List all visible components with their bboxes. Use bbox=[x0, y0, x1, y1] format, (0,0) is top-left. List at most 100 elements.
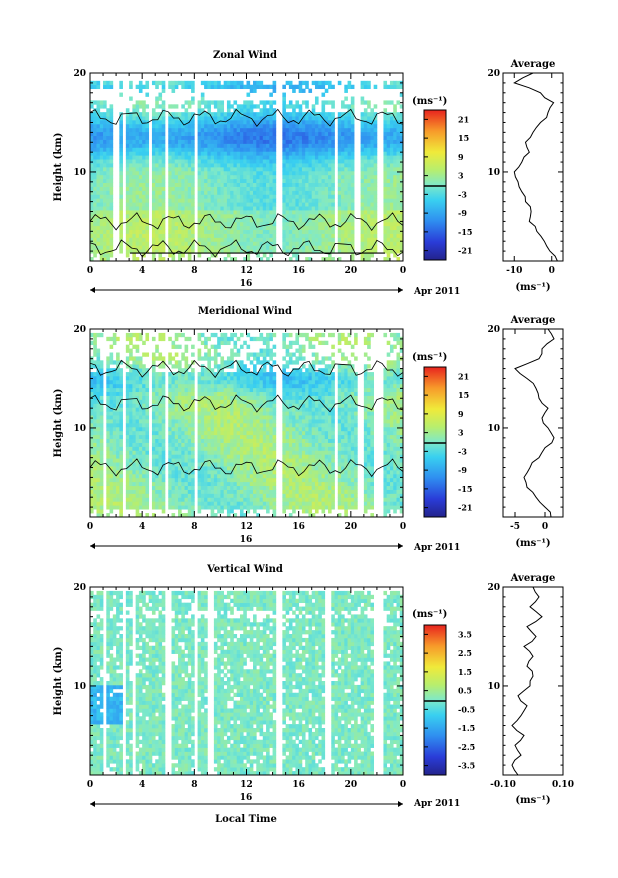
heatmap-cell bbox=[129, 171, 133, 175]
heatmap-cell bbox=[188, 175, 192, 179]
heatmap-cell bbox=[387, 179, 391, 183]
heatmap-cell bbox=[393, 238, 397, 242]
heatmap-cell bbox=[129, 490, 133, 494]
heatmap-cell bbox=[224, 222, 228, 226]
heatmap-cell bbox=[299, 187, 303, 191]
heatmap-cell bbox=[367, 194, 371, 198]
heatmap-cell bbox=[240, 450, 244, 454]
heatmap-cell bbox=[289, 136, 293, 140]
heatmap-cell bbox=[344, 155, 348, 159]
heatmap-cell bbox=[220, 140, 224, 144]
heatmap-cell bbox=[207, 210, 211, 214]
heatmap-cell bbox=[110, 454, 114, 458]
heatmap-cell bbox=[393, 470, 397, 474]
heatmap-cell bbox=[351, 202, 355, 206]
heatmap-cell bbox=[312, 171, 316, 175]
heatmap-cell bbox=[207, 116, 211, 120]
heatmap-cell bbox=[387, 85, 391, 89]
heatmap-cell bbox=[185, 206, 189, 210]
heatmap-cell bbox=[145, 505, 149, 509]
heatmap-cell bbox=[198, 191, 202, 195]
heatmap-cell bbox=[119, 175, 123, 179]
heatmap-cell bbox=[383, 187, 387, 191]
heatmap-cell bbox=[152, 147, 156, 151]
heatmap-cell bbox=[344, 104, 348, 108]
heatmap-cell bbox=[247, 490, 251, 494]
heatmap-cell bbox=[364, 183, 368, 187]
heatmap-cell bbox=[292, 144, 296, 148]
heatmap-cell bbox=[207, 450, 211, 454]
heatmap-cell bbox=[227, 128, 231, 132]
heatmap-cell bbox=[185, 100, 189, 104]
heatmap-cell bbox=[305, 497, 309, 501]
heatmap-cell bbox=[168, 447, 172, 451]
heatmap-cell bbox=[220, 505, 224, 509]
heatmap-cell bbox=[201, 191, 205, 195]
heatmap-cell bbox=[390, 163, 394, 167]
heatmap-cell bbox=[374, 218, 378, 222]
heatmap-cell bbox=[263, 155, 267, 159]
heatmap-cell bbox=[351, 501, 355, 505]
heatmap-cell bbox=[263, 159, 267, 163]
heatmap-cell bbox=[351, 97, 355, 101]
heatmap-cell bbox=[132, 497, 136, 501]
heatmap-cell bbox=[237, 183, 241, 187]
heatmap-cell bbox=[367, 214, 371, 218]
heatmap-cell bbox=[155, 490, 159, 494]
heatmap-cell bbox=[295, 183, 299, 187]
heatmap-cell bbox=[119, 245, 123, 249]
heatmap-cell bbox=[158, 486, 162, 490]
heatmap-cell bbox=[299, 108, 303, 112]
heatmap-cell bbox=[396, 151, 400, 155]
heatmap-cell bbox=[256, 147, 260, 151]
heatmap-cell bbox=[383, 454, 387, 458]
heatmap-cell bbox=[181, 179, 185, 183]
heatmap-cell bbox=[260, 494, 264, 498]
heatmap-cell bbox=[289, 167, 293, 171]
heatmap-cell bbox=[266, 218, 270, 222]
heatmap-cell bbox=[220, 447, 224, 451]
heatmap-cell bbox=[383, 482, 387, 486]
heatmap-cell bbox=[211, 234, 215, 238]
heatmap-cell bbox=[204, 194, 208, 198]
heatmap-cell bbox=[289, 155, 293, 159]
heatmap-cell bbox=[266, 163, 270, 167]
heatmap-cell bbox=[224, 494, 228, 498]
heatmap-cell bbox=[325, 100, 329, 104]
heatmap-cell bbox=[155, 136, 159, 140]
heatmap-cell bbox=[367, 206, 371, 210]
heatmap-cell bbox=[168, 85, 172, 89]
heatmap-cell bbox=[338, 81, 342, 85]
heatmap-cell bbox=[227, 505, 231, 509]
heatmap-cell bbox=[191, 206, 195, 210]
heatmap-cell bbox=[364, 171, 368, 175]
heatmap-cell bbox=[214, 206, 218, 210]
heatmap-cell bbox=[207, 155, 211, 159]
heatmap-cell bbox=[103, 238, 107, 242]
heatmap-cell bbox=[289, 144, 293, 148]
heatmap-cell bbox=[158, 482, 162, 486]
heatmap-cell bbox=[308, 474, 312, 478]
heatmap-cell bbox=[217, 81, 221, 85]
heatmap-cell bbox=[132, 222, 136, 226]
heatmap-cell bbox=[207, 218, 211, 222]
heatmap-cell bbox=[260, 497, 264, 501]
heatmap-cell bbox=[344, 230, 348, 234]
heatmap-cell bbox=[233, 210, 237, 214]
heatmap-cell bbox=[299, 128, 303, 132]
heatmap-cell bbox=[374, 194, 378, 198]
heatmap-cell bbox=[305, 474, 309, 478]
heatmap-cell bbox=[152, 505, 156, 509]
heatmap-cell bbox=[331, 466, 335, 470]
heatmap-cell bbox=[139, 245, 143, 249]
heatmap-cell bbox=[224, 230, 228, 234]
heatmap-cell bbox=[318, 194, 322, 198]
heatmap-cell bbox=[312, 501, 316, 505]
heatmap-cell bbox=[103, 144, 107, 148]
heatmap-cell bbox=[175, 128, 179, 132]
heatmap-cell bbox=[97, 443, 101, 447]
heatmap-cell bbox=[390, 497, 394, 501]
heatmap-cell bbox=[106, 140, 110, 144]
heatmap-cell bbox=[168, 163, 172, 167]
heatmap-cell bbox=[100, 128, 104, 132]
